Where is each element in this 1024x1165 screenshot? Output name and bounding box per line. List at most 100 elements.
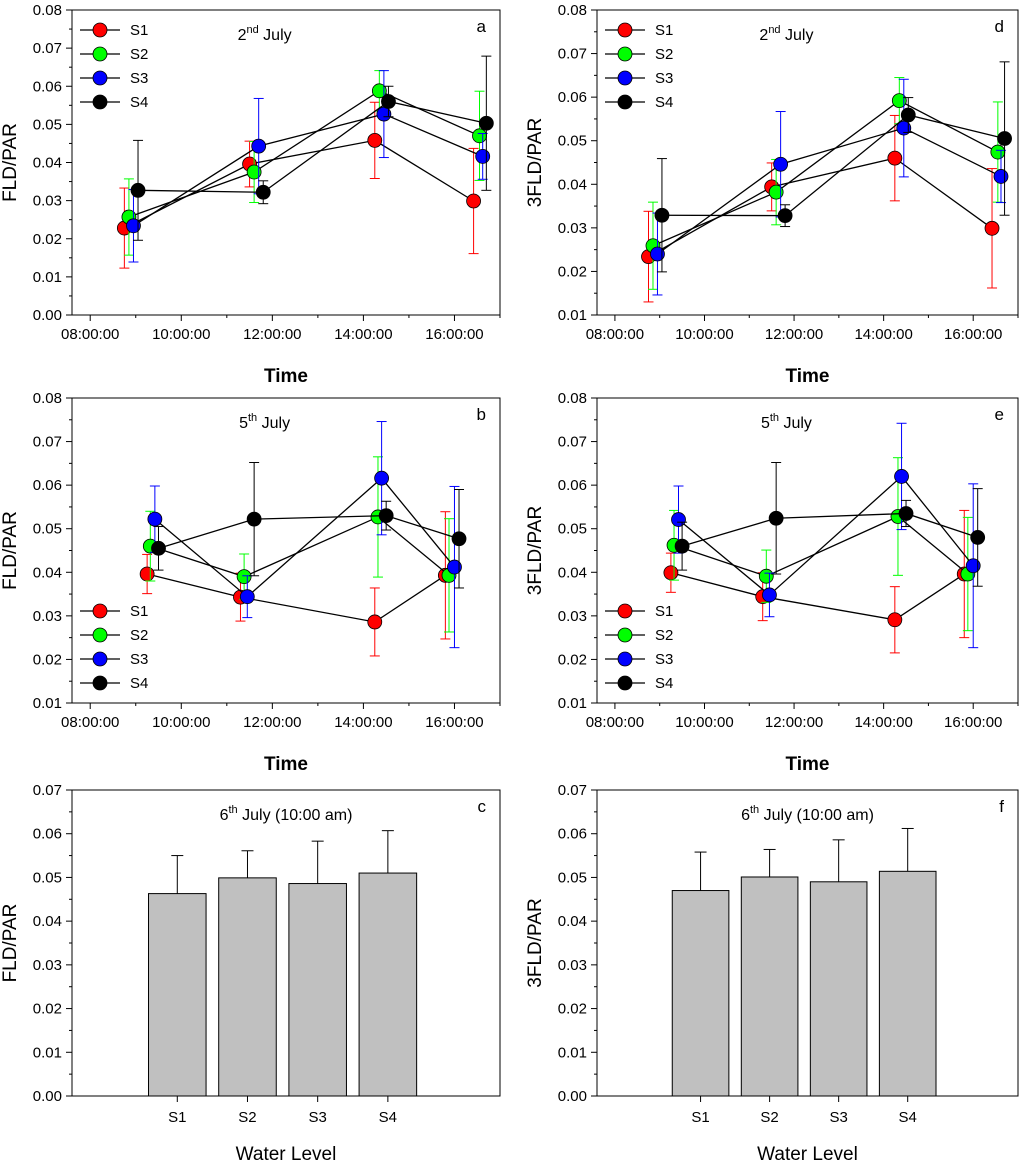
data-point	[147, 511, 163, 527]
data-point	[768, 510, 784, 526]
series-line	[138, 100, 487, 193]
data-point	[367, 132, 383, 148]
legend-label: S1	[130, 603, 148, 620]
data-point	[663, 565, 679, 581]
data-point	[139, 566, 155, 582]
y-axis-label: FLD/PAR	[0, 511, 21, 590]
y-axis-label: FLD/PAR	[0, 123, 21, 202]
y-tick-label: 0.00	[558, 1088, 587, 1105]
y-tick-label: 0.02	[33, 231, 62, 248]
title-superscript: th	[770, 412, 779, 424]
data-point	[130, 182, 146, 198]
data-point	[777, 208, 793, 224]
data-point	[887, 150, 903, 166]
x-tick-label: 08:00:00	[586, 326, 644, 343]
series-S2	[142, 456, 457, 633]
data-point	[239, 589, 255, 605]
y-tick-label: 0.02	[33, 1001, 62, 1018]
legend-label: S2	[655, 46, 673, 63]
x-tick-label: 12:00:00	[243, 326, 301, 343]
y-tick-label: 0.08	[558, 390, 587, 407]
legend-label: S4	[655, 94, 673, 111]
x-axis-label: Time	[264, 754, 308, 775]
chart-title: 2nd July	[238, 24, 292, 44]
x-tick-label: 16:00:00	[425, 326, 483, 343]
y-axis-label: 3FLD/PAR	[525, 506, 546, 595]
title-superscript: nd	[768, 24, 780, 36]
x-tick-label: S4	[379, 1109, 397, 1126]
data-point	[371, 83, 387, 99]
bar-S4	[358, 872, 418, 1097]
x-axis-label: Water Level	[236, 1144, 337, 1165]
panel-letter: d	[995, 17, 1004, 36]
chart-title: 5th July	[239, 412, 290, 432]
data-point	[898, 506, 914, 521]
title-rest: July	[779, 415, 812, 432]
x-tick-label: 10:00:00	[152, 714, 210, 731]
y-tick-label: 0.03	[33, 193, 62, 210]
bar-S1	[148, 893, 207, 1097]
data-point	[768, 184, 784, 200]
data-point	[367, 614, 383, 630]
panel-letter: c	[478, 797, 487, 816]
series-S3	[147, 421, 462, 649]
x-axis-label: Water Level	[757, 1144, 858, 1165]
legend-label: S4	[655, 675, 673, 692]
x-tick-label: 10:00:00	[675, 714, 733, 731]
data-point	[246, 511, 262, 527]
y-axis-label: 3FLD/PAR	[525, 118, 546, 207]
series-S4	[130, 55, 494, 241]
legend-label: S3	[655, 651, 673, 668]
title-rest: July (10:00 am)	[238, 807, 353, 824]
y-tick-label: 0.07	[33, 40, 62, 57]
y-tick-label: 0.02	[558, 651, 587, 668]
y-axis-label: FLD/PAR	[0, 904, 21, 983]
data-point	[650, 246, 665, 262]
legend-marker	[617, 675, 633, 691]
data-point	[891, 93, 907, 109]
data-point	[251, 138, 267, 154]
title-rest: July	[781, 27, 814, 44]
series-line	[124, 139, 474, 229]
bar-S1	[671, 890, 730, 1097]
x-tick-label: S3	[308, 1109, 326, 1126]
series-line	[150, 516, 450, 578]
bar-S3	[288, 883, 347, 1097]
data-point	[896, 120, 912, 136]
legend-marker	[92, 70, 108, 86]
x-tick-label: S3	[829, 1109, 847, 1126]
legend-label: S3	[655, 70, 673, 87]
x-tick-label: S4	[899, 1109, 917, 1126]
series-line	[133, 113, 483, 227]
title-base: 5	[761, 415, 770, 432]
data-point	[466, 193, 481, 209]
series-S4	[654, 61, 1012, 273]
title-rest: July (10:00 am)	[759, 807, 874, 824]
data-point	[965, 558, 981, 574]
data-point	[472, 128, 487, 144]
legend-marker	[92, 603, 108, 619]
series-line	[681, 512, 978, 547]
y-tick-label: 0.04	[33, 564, 62, 581]
chart-title: 6th July (10:00 am)	[220, 804, 353, 824]
y-axis-label: 3FLD/PAR	[525, 898, 546, 987]
series-S1	[116, 101, 481, 269]
y-tick-label: 0.03	[33, 957, 62, 974]
panel-b: 0.01 0.02 0.03 0.04 0.05 0.06 0.07 0.08 FLD/PAR T…	[0, 390, 501, 775]
legend: S1 S2 S3 S4	[80, 603, 148, 692]
y-tick-label: 0.05	[558, 869, 587, 886]
x-tick-label: 14:00:00	[854, 714, 912, 731]
title-base: 6	[741, 807, 750, 824]
legend: S1 S2 S3 S4	[605, 22, 673, 111]
panel-c: 0.00 0.01 0.02 0.03 0.04 0.05 0.06 0.07 FLD/PAR W…	[0, 782, 501, 1165]
legend-marker	[617, 651, 633, 667]
series-line	[678, 475, 974, 596]
y-tick-label: 0.07	[33, 782, 62, 799]
legend-marker	[617, 603, 633, 619]
data-point	[900, 107, 916, 123]
y-tick-label: 0.04	[558, 913, 587, 930]
y-tick-label: 0.00	[33, 307, 62, 324]
data-point	[151, 540, 166, 556]
legend-label: S2	[130, 627, 148, 644]
